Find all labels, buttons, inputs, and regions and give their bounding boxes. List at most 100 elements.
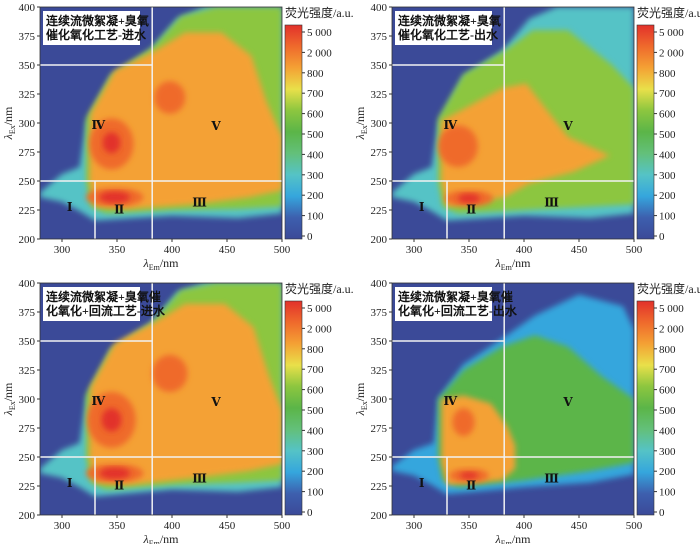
contour-level-2000 xyxy=(154,81,186,114)
y-label-unit: /nm xyxy=(1,106,15,125)
x-label-unit: /nm xyxy=(512,256,531,270)
colorbar-tick-label: 5 000 xyxy=(659,303,684,315)
y-axis-label: λEx/nm xyxy=(1,106,17,140)
region-label: Ⅳ xyxy=(91,118,105,132)
colorbar-tick-label: 700 xyxy=(659,364,676,376)
x-label-unit: /nm xyxy=(160,532,179,544)
y-label-lambda: λ xyxy=(353,134,367,140)
x-tick-label: 500 xyxy=(274,244,291,256)
y-tick-label: 225 xyxy=(19,205,36,217)
y-tick-label: 200 xyxy=(19,234,36,246)
colorbar-tick-label: 200 xyxy=(307,190,324,202)
colorbar xyxy=(284,24,303,240)
colorbar-tick-label: 400 xyxy=(659,149,676,161)
x-label-sub: Em xyxy=(501,539,513,544)
plot-area xyxy=(392,7,634,239)
x-tick-label: 500 xyxy=(626,520,643,532)
y-label-lambda: λ xyxy=(1,134,15,140)
y-tick-label: 325 xyxy=(19,89,36,101)
x-tick-label: 400 xyxy=(516,520,533,532)
colorbar-tick-label: 500 xyxy=(307,129,324,141)
y-label-sub: Ex xyxy=(360,125,369,134)
y-tick-label: 400 xyxy=(19,278,36,290)
x-tick-label: 450 xyxy=(219,244,236,256)
y-label-lambda: λ xyxy=(1,410,15,416)
x-tick-label: 450 xyxy=(219,520,236,532)
x-axis-label: λEm/nm xyxy=(143,256,180,272)
colorbar-tick-label: 200 xyxy=(659,466,676,478)
region-label: Ⅳ xyxy=(443,394,457,408)
x-tick-label: 400 xyxy=(516,244,533,256)
y-tick-label: 225 xyxy=(371,205,388,217)
y-tick-label: 325 xyxy=(19,365,36,377)
colorbar-tick-label: 0 xyxy=(307,507,313,519)
title-box xyxy=(43,11,140,45)
colorbar-tick-label: 0 xyxy=(659,231,665,243)
x-label-sub: Em xyxy=(149,539,161,544)
region-label: Ⅱ xyxy=(114,202,124,216)
title-box xyxy=(395,11,492,45)
colorbar-label: 荧光强度/a.u. xyxy=(285,281,354,296)
colorbar-tick-label: 200 xyxy=(659,190,676,202)
y-label-sub: Ex xyxy=(8,125,17,134)
colorbar-tick-label: 100 xyxy=(659,211,676,223)
x-axis-label: λEm/nm xyxy=(495,256,532,272)
region-label: Ⅲ xyxy=(544,472,559,486)
y-tick-label: 375 xyxy=(371,31,388,43)
region-label: Ⅳ xyxy=(443,118,457,132)
panel-title-line: 连续流微絮凝+臭氧 xyxy=(46,13,149,28)
y-axis-label: λEx/nm xyxy=(1,382,17,416)
contour-level-800 xyxy=(441,83,610,207)
region-label: Ⅲ xyxy=(192,196,207,210)
y-tick-label: 275 xyxy=(371,147,388,159)
colorbar-tick-label: 2 000 xyxy=(307,47,332,59)
y-tick-label: 300 xyxy=(371,394,388,406)
panel-title-line: 化氧化+回流工艺-出水 xyxy=(398,303,518,318)
x-tick-label: 300 xyxy=(54,520,71,532)
region-label: Ⅲ xyxy=(544,196,559,210)
y-tick-label: 400 xyxy=(19,2,36,14)
x-tick-label: 350 xyxy=(461,520,478,532)
y-tick-label: 375 xyxy=(19,307,36,319)
y-tick-label: 325 xyxy=(371,365,388,377)
y-tick-label: 200 xyxy=(371,510,388,522)
colorbar-tick-label: 800 xyxy=(659,68,676,80)
colorbar-label: 荧光强度/a.u. xyxy=(285,5,354,20)
y-tick-label: 350 xyxy=(371,60,388,72)
colorbar-tick-label: 600 xyxy=(307,109,324,121)
y-tick-label: 350 xyxy=(19,336,36,348)
contour-level-5000 xyxy=(101,408,122,432)
y-tick-label: 200 xyxy=(19,510,36,522)
colorbar-tick-label: 800 xyxy=(307,68,324,80)
region-label: Ⅳ xyxy=(91,394,105,408)
plot-area xyxy=(40,7,282,239)
y-tick-label: 225 xyxy=(19,481,36,493)
x-tick-label: 350 xyxy=(109,520,126,532)
colorbar-tick-label: 100 xyxy=(659,487,676,499)
panel-title-line: 连续流微絮凝+臭氧 xyxy=(398,13,501,28)
x-axis-label: λEm/nm xyxy=(495,532,532,544)
colorbar-tick-label: 2 000 xyxy=(659,323,684,335)
colorbar-tick-label: 2 000 xyxy=(307,323,332,335)
region-label: Ⅱ xyxy=(466,202,476,216)
colorbar-tick-label: 400 xyxy=(307,149,324,161)
colorbar-tick-label: 500 xyxy=(659,129,676,141)
colorbar-tick-label: 300 xyxy=(307,170,324,182)
y-tick-label: 275 xyxy=(19,423,36,435)
colorbar-tick-label: 600 xyxy=(659,385,676,397)
y-tick-label: 375 xyxy=(371,307,388,319)
x-tick-label: 400 xyxy=(164,244,181,256)
contour-level-5000 xyxy=(460,472,478,480)
colorbar-tick-label: 400 xyxy=(659,425,676,437)
x-label-unit: /nm xyxy=(160,256,179,270)
plot-area xyxy=(40,283,282,515)
region-label: Ⅰ xyxy=(419,476,425,490)
title-box xyxy=(395,287,492,321)
x-label-unit: /nm xyxy=(512,532,531,544)
contour-level-800 xyxy=(89,303,282,485)
colorbar-tick-label: 600 xyxy=(659,109,676,121)
